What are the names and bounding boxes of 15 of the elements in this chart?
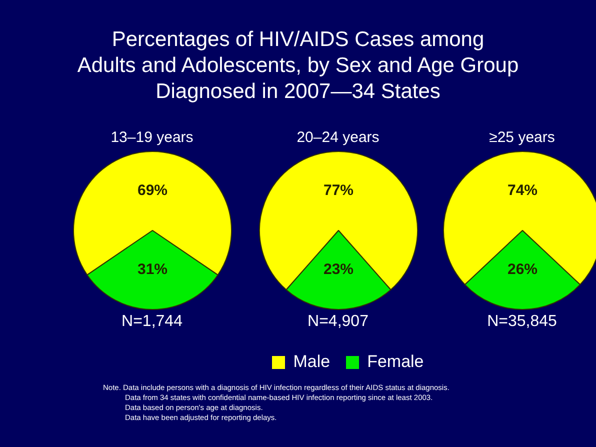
text: N=1,744: [122, 313, 182, 330]
text: N=35,845: [487, 313, 557, 330]
data-label: 77%: [322, 182, 354, 200]
slice-label: 20–24 years: [296, 128, 380, 148]
slice-label: 13–19 years: [110, 128, 194, 148]
data-label: 23%: [322, 261, 354, 278]
chart-title: Percentages of HIV/AIDS Cases among Adults and Adolescents, by Sex and Age Group Diagnosed in 2007—34 States: [76, 27, 520, 105]
data-label: 26%: [506, 261, 538, 278]
legend-label: Male: [293, 351, 330, 373]
slice-label: ≥25 years: [488, 128, 556, 148]
data-label: 31%: [136, 261, 168, 278]
text: N=4,907: [308, 313, 368, 330]
data-label: 74%: [506, 182, 538, 200]
legend-label: Female: [367, 351, 424, 373]
data-label: 69%: [136, 182, 168, 200]
